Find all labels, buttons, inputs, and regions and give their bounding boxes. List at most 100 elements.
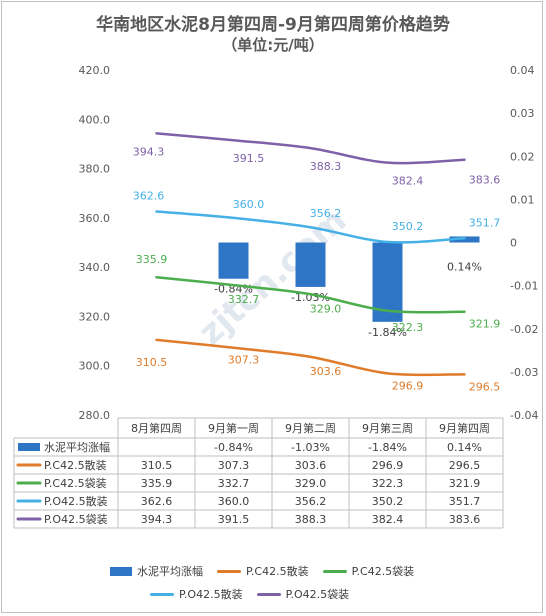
legend-label: P.C42.5散装 [246,565,309,578]
line-data-label: 335.9 [136,253,168,266]
chart-title: 华南地区水泥8月第四周-9月第四周第价格趋势 [96,15,450,35]
line-data-label: 329.0 [310,302,342,315]
table-cell: 382.4 [372,513,404,526]
table-cell: 322.3 [372,477,404,490]
legend-swatch [217,569,241,573]
y-left-tick-label: 300.0 [79,360,111,373]
table-cell: 391.5 [218,513,250,526]
series-line [155,210,466,244]
table-row-label: P.O42.5袋装 [44,512,108,526]
legend-item: P.C42.5袋装 [322,563,415,579]
y-left-tick-label: 420.0 [79,64,111,77]
legend-swatch [322,569,347,573]
table-cell: 350.2 [372,495,404,508]
y-left-tick-label: 340.0 [79,261,111,274]
legend-label: 水泥平均涨幅 [137,565,203,578]
bar-data-label: -1.03% [291,291,330,304]
series-line [155,338,466,377]
table-cell: -0.84% [214,441,253,454]
line-data-label: 322.3 [392,321,424,334]
y-right-tick-label: -0.04 [510,409,538,422]
y-right-tick-label: -0.03 [510,366,538,379]
line-data-label: 351.7 [469,216,501,229]
table-cell: 360.0 [218,495,250,508]
table-cell: 329.0 [295,477,327,490]
line-data-label: 382.4 [392,175,424,188]
bar-mark [295,242,326,287]
series-line [155,275,466,314]
table-cell: -1.03% [291,441,330,454]
table-cell: 0.14% [447,441,482,454]
line-data-label: 303.6 [310,365,342,378]
table-row-label: P.C42.5袋装 [44,476,107,490]
table-cell: 356.2 [295,495,327,508]
y-left-tick-label: 400.0 [79,113,111,126]
bar-data-label: -1.84% [368,326,407,339]
chart-legend: 水泥平均涨幅 P.C42.5散装 P.C42.5袋装 P.O42.5散装 P.O42.… [110,563,490,609]
y-right-tick-label: -0.01 [510,280,538,293]
y-right-tick-label: 0.03 [510,107,535,120]
table-header-cell: 9月第二周 [285,421,336,435]
legend-swatch [256,592,281,596]
line-data-label: 296.5 [469,380,501,393]
series-line [155,132,466,165]
table-cell: 303.6 [295,459,327,472]
legend-swatch [150,592,174,596]
line-data-label: 296.9 [392,379,424,392]
table-cell: 296.9 [372,459,404,472]
table-header-cell: 8月第四周 [131,421,182,435]
line-data-label: 391.5 [233,152,265,165]
line-data-label: 332.7 [228,293,260,306]
table-cell: 296.5 [449,459,481,472]
table-cell: 310.5 [141,459,173,472]
table-cell: 351.7 [449,495,481,508]
chart-subtitle: （单位:元/吨） [222,36,324,54]
legend-label: P.O42.5散装 [179,588,243,601]
y-right-tick-label: 0 [510,237,517,250]
table-cell: 362.6 [141,495,173,508]
legend-row: 水泥平均涨幅 P.C42.5散装 P.C42.5袋装 [110,563,490,579]
y-right-tick-label: -0.02 [510,323,538,336]
table-cell: 335.9 [141,477,173,490]
line-data-label: 360.0 [233,198,265,211]
line-data-label: 350.2 [392,220,424,233]
y-left-tick-label: 280.0 [79,409,111,422]
legend-item: P.O42.5袋装 [256,586,350,602]
table-cell: 332.7 [218,477,250,490]
y-right-tick-label: 0.04 [510,64,535,77]
line-data-label: 321.9 [469,318,501,331]
line-data-label: 356.2 [310,207,342,220]
legend-swatch [110,566,132,576]
table-cell: 321.9 [449,477,481,490]
table-header-cell: 9月第三周 [362,421,413,435]
y-right-tick-label: 0.01 [510,193,535,206]
table-cell: -1.84% [368,441,407,454]
legend-row: P.O42.5散装 P.O42.5袋装 [110,586,490,602]
legend-item: P.O42.5散装 [150,586,243,602]
line-data-label: 394.3 [133,145,165,158]
legend-item: 水泥平均涨幅 [110,563,203,579]
table-row-label: P.O42.5散装 [44,494,108,508]
table-header-cell: 9月第一周 [208,421,259,435]
line-data-label: 307.3 [228,354,260,367]
y-left-tick-label: 320.0 [79,310,111,323]
legend-item: P.C42.5散装 [217,563,309,579]
y-right-tick-label: 0.02 [510,150,535,163]
table-legend-key [18,443,40,451]
legend-label: P.O42.5袋装 [285,588,350,601]
line-data-label: 362.6 [133,189,165,202]
bar-mark [218,242,249,279]
line-data-label: 310.5 [136,356,168,369]
table-cell: 394.3 [141,513,173,526]
table-cell: 383.6 [449,513,481,526]
legend-label: P.C42.5袋装 [351,565,415,578]
y-left-tick-label: 360.0 [79,212,111,225]
line-data-label: 388.3 [310,160,342,173]
table-cell: 307.3 [218,459,250,472]
bar-data-label: 0.14% [447,261,482,274]
line-data-label: 383.6 [469,174,501,187]
table-header-cell: 9月第四周 [439,421,490,435]
